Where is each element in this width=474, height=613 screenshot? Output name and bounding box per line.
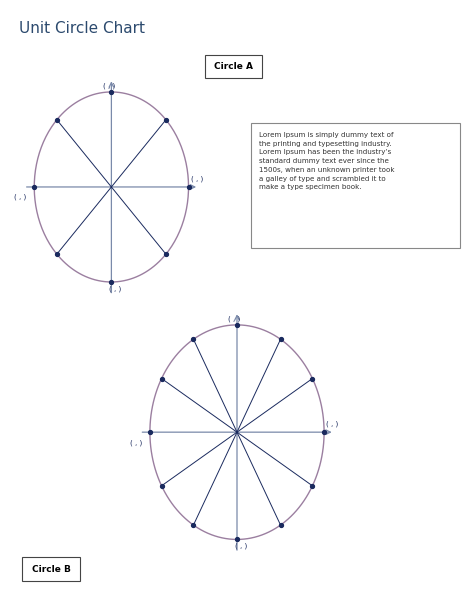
Text: ( , ): ( , ) <box>235 543 247 549</box>
FancyBboxPatch shape <box>205 55 262 78</box>
Text: ( , ): ( , ) <box>191 175 203 182</box>
FancyBboxPatch shape <box>22 557 80 581</box>
Text: Circle B: Circle B <box>31 565 71 574</box>
Text: ( , ): ( , ) <box>109 285 121 292</box>
Text: ( , ): ( , ) <box>14 194 27 200</box>
Text: ( , ): ( , ) <box>327 421 339 427</box>
FancyBboxPatch shape <box>251 123 460 248</box>
Text: ( , ): ( , ) <box>130 439 142 446</box>
Text: ( , ): ( , ) <box>228 316 241 322</box>
Text: Unit Circle Chart: Unit Circle Chart <box>19 21 145 36</box>
Text: Lorem Ipsum is simply dummy text of
the printing and typesetting industry.
Lorem: Lorem Ipsum is simply dummy text of the … <box>259 132 395 190</box>
Text: ( , ): ( , ) <box>103 83 115 89</box>
Text: Circle A: Circle A <box>214 62 253 71</box>
